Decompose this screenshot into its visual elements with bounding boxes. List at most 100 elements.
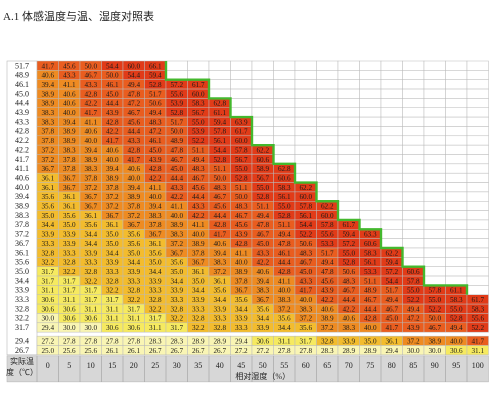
empty-cell (273, 135, 296, 146)
cell-value: 33.9 (192, 296, 205, 304)
empty-cell (423, 257, 446, 267)
cell-value: 52.8 (213, 156, 226, 164)
cell-value: 34.4 (127, 259, 140, 267)
cell-value: 40.0 (235, 259, 248, 267)
cell-value: 40.6 (213, 240, 226, 248)
cell-value: 32.2 (41, 259, 54, 267)
cell-value: 48.3 (299, 249, 312, 257)
empty-cell (380, 163, 403, 174)
cell-value: 46.1 (149, 137, 162, 145)
cell-value: 49.4 (256, 212, 269, 220)
cell-value: 28.9 (364, 347, 377, 355)
cell-value: 46.7 (299, 259, 312, 267)
empty-cell (445, 79, 468, 90)
cell-value: 36.7 (170, 249, 183, 257)
empty-cell (273, 126, 296, 137)
cell-value: 42.2 (321, 296, 334, 304)
cell-value: 52.8 (256, 193, 269, 201)
empty-cell (294, 135, 317, 146)
cell-value: 39.4 (41, 81, 54, 89)
y-axis-label: 实际温 (10, 356, 34, 366)
empty-cell (359, 135, 382, 146)
empty-cell (359, 154, 382, 165)
cell-value: 36.7 (84, 193, 97, 201)
humidity-tick-label: 90 (431, 361, 439, 370)
cell-value: 40.0 (170, 212, 183, 220)
cell-value: 38.9 (41, 100, 54, 108)
empty-cell (445, 238, 468, 249)
empty-cell (294, 107, 317, 118)
cell-value: 31.1 (84, 305, 97, 313)
empty-cell (402, 182, 425, 193)
row-temperature-label: 44.4 (15, 99, 29, 108)
cell-value: 37.2 (106, 193, 119, 201)
cell-value: 45.0 (256, 240, 269, 248)
cell-value: 40.6 (63, 100, 76, 108)
empty-cell (273, 98, 296, 109)
cell-value: 41.1 (235, 249, 248, 257)
empty-cell (337, 135, 360, 146)
cell-value: 34.4 (106, 249, 119, 257)
cell-value: 32.2 (106, 287, 119, 295)
cell-value: 33.3 (149, 287, 162, 295)
cell-value: 36.7 (106, 212, 119, 220)
empty-cell (230, 98, 253, 109)
empty-cell (466, 266, 489, 277)
empty-cell (445, 266, 468, 277)
cell-value: 29.4 (385, 347, 398, 355)
empty-cell (316, 144, 339, 155)
cell-value: 38.9 (63, 128, 76, 136)
cell-value: 61.7 (471, 296, 484, 304)
cell-value: 38.3 (299, 305, 312, 313)
cell-value: 30.6 (41, 305, 54, 313)
cell-value: 59.4 (213, 118, 226, 126)
empty-cell (466, 182, 489, 193)
empty-cell (337, 191, 360, 202)
cell-value: 52.8 (170, 109, 183, 117)
empty-cell (337, 163, 360, 174)
empty-cell (423, 219, 446, 230)
cell-value: 37.2 (407, 337, 420, 345)
cell-value: 32.8 (170, 305, 183, 313)
cell-value: 40.6 (127, 165, 140, 173)
cell-value: 31.7 (63, 277, 76, 285)
cell-value: 45.6 (63, 62, 76, 70)
empty-cell (294, 70, 317, 80)
cell-value: 41.7 (213, 231, 226, 239)
empty-cell (445, 201, 468, 211)
cell-value: 28.3 (321, 347, 334, 355)
data-values: 51.7 41.7 45.6 50.0 54.4 60.0 66.1 48.9 40.6 43.3… (15, 61, 484, 355)
row-temperature-label: 40.0 (15, 183, 29, 192)
empty-cell (402, 201, 425, 211)
cell-value: 46.1 (106, 81, 119, 89)
empty-cell (402, 70, 425, 80)
cell-value: 55.0 (235, 165, 248, 173)
empty-cell (294, 172, 317, 183)
cell-value: 36.1 (213, 277, 226, 285)
row-temperature-label: 35.6 (15, 258, 29, 267)
empty-cell (423, 201, 446, 211)
cell-value: 46.7 (385, 305, 398, 313)
empty-cell (423, 229, 446, 239)
empty-cell (423, 182, 446, 193)
cell-value: 59.4 (149, 72, 162, 80)
empty-cell (359, 98, 382, 109)
empty-cell (466, 247, 489, 258)
empty-cell (466, 238, 489, 249)
cell-value: 35.0 (170, 268, 183, 276)
cell-value: 57.2 (385, 268, 398, 276)
row-temperature-label: 43.3 (15, 117, 29, 126)
cell-value: 31.1 (127, 315, 140, 323)
row-temperature-label: 48.9 (15, 71, 29, 80)
cell-value: 33.3 (170, 296, 183, 304)
cell-value: 35.6 (149, 249, 162, 257)
cell-value: 31.7 (84, 296, 97, 304)
cell-value: 57.2 (342, 240, 355, 248)
empty-cell (359, 219, 382, 230)
cell-value: 60.6 (364, 240, 377, 248)
empty-cell (466, 154, 489, 165)
empty-cell (423, 107, 446, 118)
cell-value: 47.2 (407, 315, 420, 323)
empty-cell (423, 247, 446, 258)
